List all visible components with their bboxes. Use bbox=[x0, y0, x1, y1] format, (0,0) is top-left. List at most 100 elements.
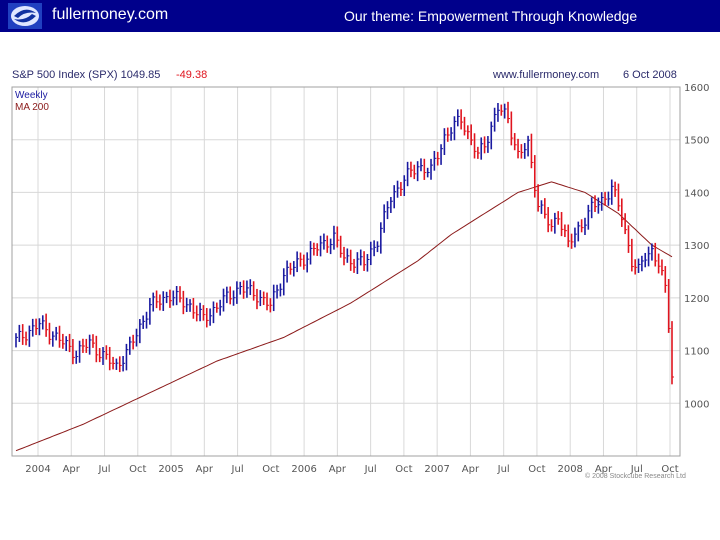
ma-200-series bbox=[15, 181, 673, 452]
weekly-bar bbox=[155, 290, 159, 309]
weekly-bar bbox=[527, 135, 531, 157]
weekly-bar bbox=[550, 219, 554, 232]
weekly-bar bbox=[82, 338, 85, 353]
weekly-bar bbox=[607, 191, 611, 206]
x-tick-label: Oct bbox=[262, 464, 279, 475]
x-tick-label: Oct bbox=[129, 464, 146, 475]
weekly-bar bbox=[159, 294, 162, 311]
weekly-bar bbox=[269, 298, 273, 313]
weekly-bar bbox=[212, 301, 216, 324]
weekly-bar bbox=[661, 259, 664, 276]
weekly-bar bbox=[323, 233, 326, 250]
weekly-bar bbox=[380, 222, 383, 254]
y-tick-label: 1000 bbox=[684, 399, 709, 410]
weekly-bar bbox=[316, 243, 320, 256]
weekly-bar bbox=[333, 225, 336, 250]
weekly-bar bbox=[252, 281, 256, 301]
weekly-bar bbox=[45, 313, 49, 337]
weekly-bar bbox=[436, 151, 440, 166]
weekly-bar bbox=[667, 279, 671, 333]
weekly-bar bbox=[624, 213, 628, 235]
weekly-bar bbox=[473, 133, 477, 159]
weekly-bar bbox=[189, 299, 193, 312]
y-tick-label: 1200 bbox=[684, 294, 709, 305]
weekly-bar bbox=[303, 254, 306, 270]
copyright-note: © 2008 Stockcube Research Ltd bbox=[585, 472, 686, 480]
weekly-bar bbox=[443, 128, 447, 156]
weekly-bar bbox=[570, 233, 574, 249]
weekly-bar bbox=[132, 334, 136, 350]
weekly-bar bbox=[420, 158, 423, 172]
weekly-bar bbox=[651, 243, 654, 261]
x-tick-label: Apr bbox=[196, 464, 214, 475]
weekly-bar bbox=[463, 116, 467, 136]
weekly-bar bbox=[175, 286, 179, 306]
weekly-bar bbox=[286, 260, 290, 283]
legend-ma-200: MA 200 bbox=[15, 102, 49, 113]
weekly-bar bbox=[108, 346, 112, 371]
weekly-bar bbox=[557, 211, 561, 225]
x-tick-label: Apr bbox=[462, 464, 480, 475]
weekly-bar bbox=[149, 297, 152, 325]
weekly-bar bbox=[162, 291, 166, 311]
weekly-bar bbox=[329, 238, 333, 255]
ma-200-line bbox=[15, 181, 673, 452]
weekly-bar bbox=[25, 331, 29, 346]
weekly-bar bbox=[216, 302, 219, 313]
weekly-bar bbox=[430, 158, 434, 180]
x-tick-label: Apr bbox=[63, 464, 81, 475]
weekly-bar bbox=[246, 280, 249, 298]
weekly-bar bbox=[470, 124, 474, 146]
weekly-bar bbox=[313, 242, 316, 256]
weekly-bar bbox=[513, 133, 517, 151]
weekly-bar bbox=[456, 109, 460, 127]
weekly-bar bbox=[18, 324, 22, 343]
weekly-bar bbox=[152, 292, 156, 312]
y-tick-label: 1100 bbox=[684, 347, 709, 358]
weekly-bar bbox=[510, 111, 514, 146]
x-tick-label: Oct bbox=[528, 464, 545, 475]
x-axis-ticks: 2004 Apr Jul Oct 2005 Apr Jul Oct 2006 Apr Jul Oct 2… bbox=[25, 464, 678, 475]
weekly-bar bbox=[507, 101, 510, 124]
weekly-bar bbox=[664, 266, 668, 293]
weekly-bar bbox=[634, 259, 638, 275]
weekly-bar bbox=[564, 224, 567, 238]
weekly-bar bbox=[75, 350, 79, 364]
theme-tagline: Our theme: Empowerment Through Knowledge bbox=[344, 8, 638, 24]
weekly-bar bbox=[259, 290, 263, 307]
weekly-bar bbox=[403, 175, 407, 196]
weekly-bar bbox=[356, 252, 360, 275]
weekly-bar bbox=[242, 280, 246, 299]
weekly-bar bbox=[580, 219, 584, 233]
y-axis-ticks: 1000 1100 1200 1300 1400 1500 1600 bbox=[684, 83, 709, 410]
weekly-bar bbox=[236, 281, 239, 304]
weekly-bar bbox=[600, 192, 604, 211]
weekly-bar bbox=[567, 224, 571, 248]
weekly-bar bbox=[72, 339, 75, 365]
weekly-bar bbox=[52, 331, 55, 347]
weekly-bar bbox=[400, 182, 403, 196]
y-tick-label: 1300 bbox=[684, 241, 709, 252]
x-tick-label: Oct bbox=[395, 464, 412, 475]
weekly-bar bbox=[125, 343, 129, 371]
weekly-bar bbox=[229, 286, 233, 305]
weekly-bar bbox=[517, 138, 521, 159]
weekly-bar bbox=[139, 319, 142, 344]
weekly-bar bbox=[92, 334, 95, 348]
weekly-bar bbox=[309, 241, 313, 265]
site-name[interactable]: fullermoney.com bbox=[52, 6, 169, 23]
weekly-bar bbox=[68, 333, 72, 353]
weekly-bar bbox=[239, 281, 243, 295]
weekly-bar bbox=[587, 204, 591, 230]
weekly-bar bbox=[185, 297, 189, 312]
weekly-bar bbox=[165, 291, 169, 304]
weekly-bar bbox=[523, 143, 527, 159]
weekly-bar bbox=[209, 308, 213, 326]
weekly-bar bbox=[98, 348, 102, 363]
weekly-bar bbox=[95, 335, 99, 363]
weekly-bar bbox=[85, 338, 89, 353]
weekly-bar bbox=[610, 179, 614, 205]
weekly-bar bbox=[390, 197, 393, 213]
weekly-bar bbox=[627, 225, 631, 253]
weekly-bar bbox=[41, 315, 45, 330]
